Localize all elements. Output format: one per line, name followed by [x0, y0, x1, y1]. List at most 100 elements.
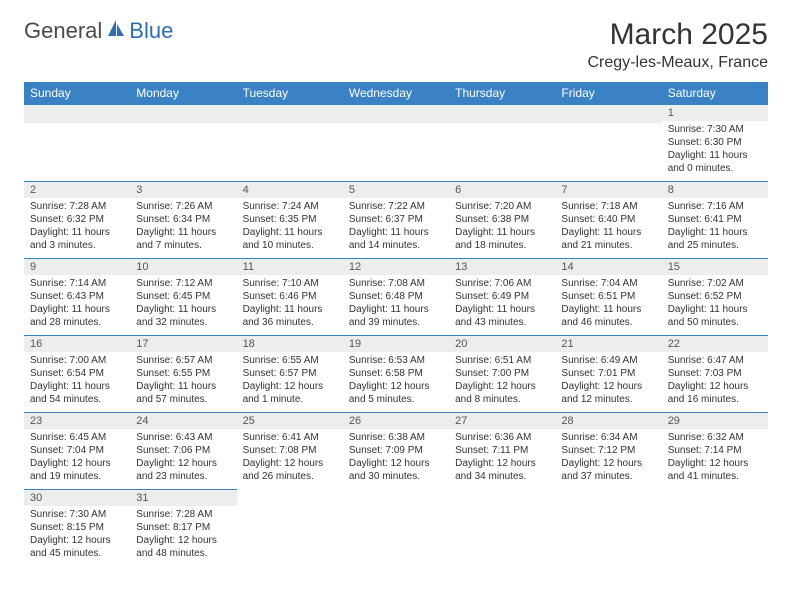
day-content: Sunrise: 7:02 AMSunset: 6:52 PMDaylight:…	[662, 275, 768, 335]
calendar-cell: 3Sunrise: 7:26 AMSunset: 6:34 PMDaylight…	[130, 182, 236, 259]
day-number: 2	[24, 182, 130, 198]
day-content: Sunrise: 7:28 AMSunset: 6:32 PMDaylight:…	[24, 198, 130, 258]
day-content: Sunrise: 7:20 AMSunset: 6:38 PMDaylight:…	[449, 198, 555, 258]
day-content: Sunrise: 6:36 AMSunset: 7:11 PMDaylight:…	[449, 429, 555, 489]
day-content: Sunrise: 7:18 AMSunset: 6:40 PMDaylight:…	[555, 198, 661, 258]
day-number: 31	[130, 490, 236, 506]
day-number: 26	[343, 413, 449, 429]
day-content: Sunrise: 6:43 AMSunset: 7:06 PMDaylight:…	[130, 429, 236, 489]
weekday-header: Saturday	[662, 82, 768, 105]
logo-text-general: General	[24, 18, 102, 44]
day-content: Sunrise: 6:41 AMSunset: 7:08 PMDaylight:…	[237, 429, 343, 489]
calendar-cell: 21Sunrise: 6:49 AMSunset: 7:01 PMDayligh…	[555, 336, 661, 413]
calendar-cell: 4Sunrise: 7:24 AMSunset: 6:35 PMDaylight…	[237, 182, 343, 259]
day-content: Sunrise: 7:16 AMSunset: 6:41 PMDaylight:…	[662, 198, 768, 258]
calendar-table: SundayMondayTuesdayWednesdayThursdayFrid…	[24, 82, 768, 566]
calendar-cell: 26Sunrise: 6:38 AMSunset: 7:09 PMDayligh…	[343, 413, 449, 490]
calendar-cell: 25Sunrise: 6:41 AMSunset: 7:08 PMDayligh…	[237, 413, 343, 490]
calendar-cell: 22Sunrise: 6:47 AMSunset: 7:03 PMDayligh…	[662, 336, 768, 413]
day-content: Sunrise: 6:47 AMSunset: 7:03 PMDaylight:…	[662, 352, 768, 412]
calendar-cell	[24, 105, 130, 182]
day-number: 24	[130, 413, 236, 429]
day-content: Sunrise: 6:38 AMSunset: 7:09 PMDaylight:…	[343, 429, 449, 489]
calendar-cell	[555, 490, 661, 567]
day-number: 17	[130, 336, 236, 352]
day-number: 12	[343, 259, 449, 275]
day-content: Sunrise: 7:30 AMSunset: 8:15 PMDaylight:…	[24, 506, 130, 566]
calendar-cell	[449, 105, 555, 182]
weekday-header-row: SundayMondayTuesdayWednesdayThursdayFrid…	[24, 82, 768, 105]
day-number: 18	[237, 336, 343, 352]
day-number: 4	[237, 182, 343, 198]
weekday-header: Tuesday	[237, 82, 343, 105]
day-content: Sunrise: 7:06 AMSunset: 6:49 PMDaylight:…	[449, 275, 555, 335]
day-number: 8	[662, 182, 768, 198]
calendar-cell	[343, 490, 449, 567]
calendar-cell: 23Sunrise: 6:45 AMSunset: 7:04 PMDayligh…	[24, 413, 130, 490]
calendar-cell: 5Sunrise: 7:22 AMSunset: 6:37 PMDaylight…	[343, 182, 449, 259]
day-number: 25	[237, 413, 343, 429]
calendar-cell	[343, 105, 449, 182]
day-number: 13	[449, 259, 555, 275]
calendar-cell	[237, 490, 343, 567]
calendar-cell: 28Sunrise: 6:34 AMSunset: 7:12 PMDayligh…	[555, 413, 661, 490]
calendar-cell: 24Sunrise: 6:43 AMSunset: 7:06 PMDayligh…	[130, 413, 236, 490]
day-number: 22	[662, 336, 768, 352]
day-content: Sunrise: 6:53 AMSunset: 6:58 PMDaylight:…	[343, 352, 449, 412]
day-content: Sunrise: 6:34 AMSunset: 7:12 PMDaylight:…	[555, 429, 661, 489]
day-content: Sunrise: 6:32 AMSunset: 7:14 PMDaylight:…	[662, 429, 768, 489]
day-content: Sunrise: 7:00 AMSunset: 6:54 PMDaylight:…	[24, 352, 130, 412]
calendar-cell: 17Sunrise: 6:57 AMSunset: 6:55 PMDayligh…	[130, 336, 236, 413]
logo-text-blue: Blue	[129, 18, 173, 44]
day-number: 14	[555, 259, 661, 275]
page-header: General Blue March 2025 Cregy-les-Meaux,…	[24, 18, 768, 72]
calendar-cell: 16Sunrise: 7:00 AMSunset: 6:54 PMDayligh…	[24, 336, 130, 413]
calendar-week-row: 16Sunrise: 7:00 AMSunset: 6:54 PMDayligh…	[24, 336, 768, 413]
calendar-week-row: 23Sunrise: 6:45 AMSunset: 7:04 PMDayligh…	[24, 413, 768, 490]
calendar-cell: 9Sunrise: 7:14 AMSunset: 6:43 PMDaylight…	[24, 259, 130, 336]
calendar-cell: 12Sunrise: 7:08 AMSunset: 6:48 PMDayligh…	[343, 259, 449, 336]
day-content: Sunrise: 6:57 AMSunset: 6:55 PMDaylight:…	[130, 352, 236, 412]
calendar-week-row: 30Sunrise: 7:30 AMSunset: 8:15 PMDayligh…	[24, 490, 768, 567]
logo: General Blue	[24, 18, 173, 44]
day-content: Sunrise: 7:28 AMSunset: 8:17 PMDaylight:…	[130, 506, 236, 566]
calendar-cell: 7Sunrise: 7:18 AMSunset: 6:40 PMDaylight…	[555, 182, 661, 259]
day-content: Sunrise: 7:08 AMSunset: 6:48 PMDaylight:…	[343, 275, 449, 335]
location-label: Cregy-les-Meaux, France	[588, 54, 769, 72]
day-content: Sunrise: 7:14 AMSunset: 6:43 PMDaylight:…	[24, 275, 130, 335]
calendar-cell: 10Sunrise: 7:12 AMSunset: 6:45 PMDayligh…	[130, 259, 236, 336]
day-content: Sunrise: 7:10 AMSunset: 6:46 PMDaylight:…	[237, 275, 343, 335]
day-number: 30	[24, 490, 130, 506]
calendar-cell: 13Sunrise: 7:06 AMSunset: 6:49 PMDayligh…	[449, 259, 555, 336]
calendar-week-row: 9Sunrise: 7:14 AMSunset: 6:43 PMDaylight…	[24, 259, 768, 336]
calendar-cell: 29Sunrise: 6:32 AMSunset: 7:14 PMDayligh…	[662, 413, 768, 490]
day-number: 20	[449, 336, 555, 352]
calendar-cell: 30Sunrise: 7:30 AMSunset: 8:15 PMDayligh…	[24, 490, 130, 567]
day-number: 19	[343, 336, 449, 352]
day-number: 1	[662, 105, 768, 121]
day-number: 3	[130, 182, 236, 198]
calendar-cell: 1Sunrise: 7:30 AMSunset: 6:30 PMDaylight…	[662, 105, 768, 182]
calendar-week-row: 2Sunrise: 7:28 AMSunset: 6:32 PMDaylight…	[24, 182, 768, 259]
day-number: 21	[555, 336, 661, 352]
day-number: 27	[449, 413, 555, 429]
day-number: 16	[24, 336, 130, 352]
day-content: Sunrise: 6:45 AMSunset: 7:04 PMDaylight:…	[24, 429, 130, 489]
calendar-cell: 18Sunrise: 6:55 AMSunset: 6:57 PMDayligh…	[237, 336, 343, 413]
calendar-cell	[662, 490, 768, 567]
weekday-header: Wednesday	[343, 82, 449, 105]
calendar-cell: 27Sunrise: 6:36 AMSunset: 7:11 PMDayligh…	[449, 413, 555, 490]
calendar-cell: 15Sunrise: 7:02 AMSunset: 6:52 PMDayligh…	[662, 259, 768, 336]
calendar-cell	[555, 105, 661, 182]
day-content: Sunrise: 6:49 AMSunset: 7:01 PMDaylight:…	[555, 352, 661, 412]
day-number: 6	[449, 182, 555, 198]
day-number: 28	[555, 413, 661, 429]
calendar-cell: 11Sunrise: 7:10 AMSunset: 6:46 PMDayligh…	[237, 259, 343, 336]
calendar-week-row: 1Sunrise: 7:30 AMSunset: 6:30 PMDaylight…	[24, 105, 768, 182]
weekday-header: Monday	[130, 82, 236, 105]
calendar-cell: 2Sunrise: 7:28 AMSunset: 6:32 PMDaylight…	[24, 182, 130, 259]
weekday-header: Sunday	[24, 82, 130, 105]
calendar-cell	[130, 105, 236, 182]
day-number: 9	[24, 259, 130, 275]
day-number: 29	[662, 413, 768, 429]
